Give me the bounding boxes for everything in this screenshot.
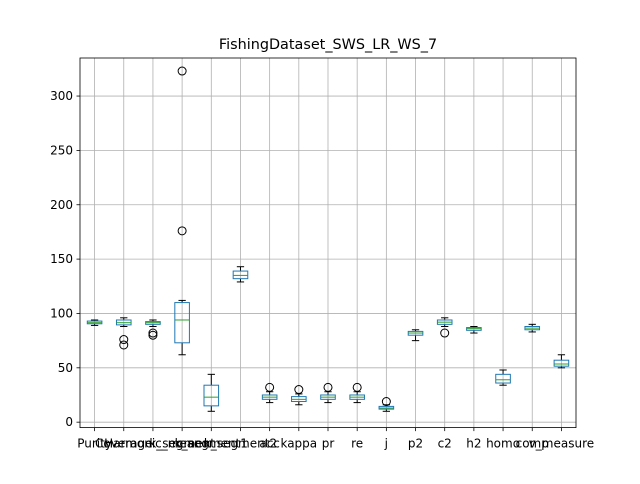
box-p2 (407, 329, 424, 342)
box-k_segment (174, 66, 190, 356)
iqr-box (203, 384, 220, 407)
y-tick-label: 50 (58, 361, 73, 375)
box-c2 (436, 317, 453, 338)
grid-lines (80, 58, 576, 428)
box-Coverage (115, 317, 132, 350)
outlier-point (177, 226, 187, 236)
x-axis-ticks: PurityCoverageHarmonic_meank_segmentk_se… (77, 427, 594, 451)
iqr-box (232, 270, 249, 280)
box-series (86, 66, 570, 412)
x-tick-label: homo (486, 437, 520, 451)
y-tick-label: 0 (65, 415, 73, 429)
box-re (349, 382, 365, 404)
x-tick-label: re (351, 437, 363, 451)
x-tick-label: kappa (280, 437, 317, 451)
outlier-point (352, 382, 362, 392)
x-tick-label: p2 (408, 437, 423, 451)
y-tick-label: 100 (50, 306, 73, 320)
outlier-point (119, 335, 129, 345)
outlier-point (440, 328, 450, 338)
box-acc (261, 382, 278, 404)
box-kappa (291, 385, 307, 406)
box-Purity (86, 319, 103, 326)
y-tick-label: 250 (50, 143, 73, 157)
x-tick-label: j (384, 437, 388, 451)
outlier-point (294, 385, 304, 395)
y-tick-label: 200 (50, 198, 73, 212)
outlier-point (148, 328, 158, 338)
outlier-point (177, 66, 187, 76)
box-k_segment2 (232, 266, 249, 283)
box-k_segment1 (203, 373, 220, 412)
outlier-point (323, 382, 333, 392)
box-Harmonic_mean (145, 319, 161, 340)
y-tick-label: 300 (50, 89, 73, 103)
x-tick-label: Harmonic_mean (104, 437, 202, 451)
y-axis-ticks: 0 50 100 150 200 250 300 (50, 89, 80, 429)
x-tick-label: k_segment1 (175, 437, 248, 451)
x-tick-label: pr (322, 437, 335, 451)
box-h2 (466, 326, 482, 334)
y-tick-label: 150 (50, 252, 73, 266)
iqr-box (174, 302, 190, 344)
iqr-box (553, 359, 570, 367)
box-j (378, 397, 395, 412)
x-tick-label: Coverage (95, 437, 153, 451)
box-comp (524, 323, 541, 333)
outlier-point (148, 330, 158, 340)
box-homo (495, 369, 511, 386)
x-tick-label: h2 (466, 437, 481, 451)
x-tick-label: comp (516, 437, 549, 451)
x-tick-label: acc (259, 437, 280, 451)
outlier-point (381, 397, 391, 407)
box-v_measure (553, 354, 570, 369)
outlier-point (265, 382, 275, 392)
x-tick-label: Purity (77, 437, 112, 451)
outlier-point (119, 340, 129, 350)
iqr-box (495, 373, 511, 384)
x-tick-label: c2 (438, 437, 452, 451)
x-tick-label: k_segment2 (204, 437, 277, 451)
box-pr (320, 382, 336, 404)
chart-title: FishingDataset_SWS_LR_WS_7 (219, 37, 437, 53)
x-tick-label: k_segment (149, 437, 215, 451)
x-tick-label: v_measure (529, 437, 594, 451)
